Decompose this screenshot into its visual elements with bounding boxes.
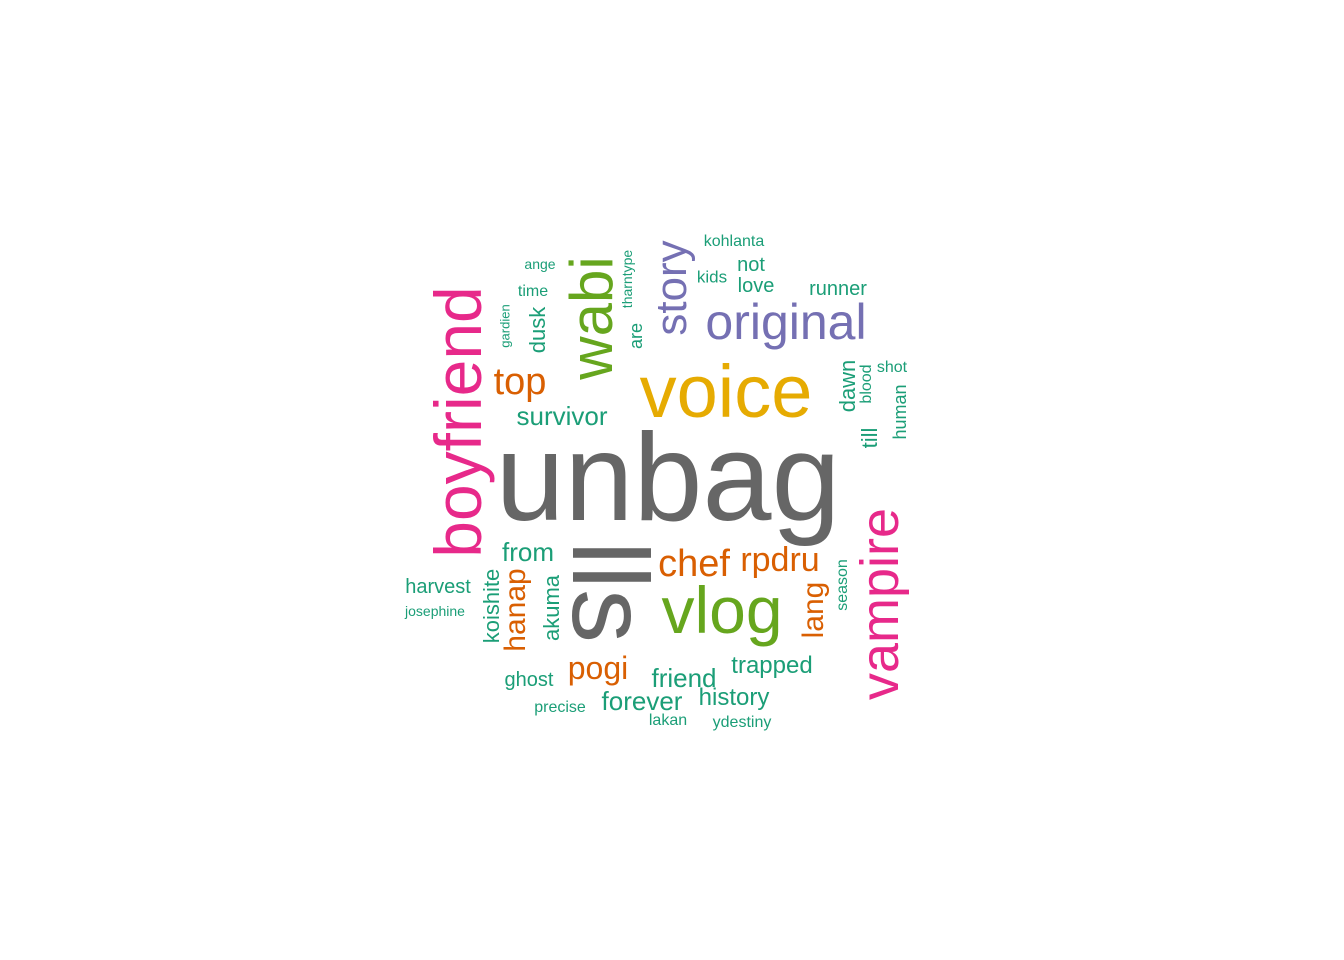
word-human: human bbox=[890, 384, 910, 440]
word-unbag: unbag bbox=[495, 409, 841, 547]
word-dawn: dawn bbox=[835, 359, 860, 413]
word-season: season bbox=[834, 559, 851, 611]
word-history: history bbox=[698, 684, 770, 711]
word-blood: blood bbox=[858, 364, 875, 404]
word-ydestiny: ydestiny bbox=[712, 714, 772, 731]
word-gardien: gardien bbox=[497, 304, 513, 348]
word-tharntype: tharntype bbox=[619, 249, 635, 309]
word-lls: lls bbox=[550, 541, 671, 643]
word-dusk: dusk bbox=[525, 306, 550, 354]
word-boyfriend: boyfriend bbox=[421, 286, 495, 558]
word-not: not bbox=[737, 254, 765, 276]
word-trapped: trapped bbox=[731, 652, 813, 679]
word-vampire: vampire bbox=[850, 507, 910, 701]
word-harvest: harvest bbox=[405, 576, 471, 598]
word-akuma: akuma bbox=[539, 574, 564, 642]
word-time: time bbox=[517, 283, 549, 300]
word-wabi: wabi bbox=[558, 256, 625, 380]
word-runner: runner bbox=[809, 278, 867, 300]
word-top: top bbox=[493, 361, 547, 403]
word-kohlanta: kohlanta bbox=[703, 233, 765, 250]
word-josephine: josephine bbox=[405, 603, 465, 619]
word-rpdru: rpdru bbox=[740, 541, 820, 579]
word-lang: lang bbox=[797, 581, 830, 639]
word-koishite: koishite bbox=[479, 568, 504, 644]
word-till: till bbox=[857, 427, 882, 449]
word-friend: friend bbox=[651, 663, 717, 693]
word-voice: voice bbox=[639, 350, 813, 433]
word-ange: ange bbox=[524, 256, 556, 272]
word-shot: shot bbox=[876, 359, 908, 376]
word-vlog: vlog bbox=[661, 573, 783, 647]
word-survivor: survivor bbox=[516, 401, 608, 431]
word-hanap: hanap bbox=[499, 568, 532, 652]
word-chef: chef bbox=[658, 543, 730, 585]
word-lakan: lakan bbox=[648, 712, 688, 729]
word-ghost: ghost bbox=[504, 669, 554, 691]
word-kids: kids bbox=[696, 267, 728, 287]
word-original: original bbox=[705, 294, 867, 350]
word-love: love bbox=[737, 275, 775, 297]
word-pogi: pogi bbox=[567, 650, 629, 686]
word-from: from bbox=[502, 537, 554, 567]
word-precise: precise bbox=[534, 699, 586, 716]
word-are: are bbox=[626, 322, 646, 350]
word-forever: forever bbox=[601, 686, 683, 716]
word-story: story bbox=[647, 240, 696, 336]
